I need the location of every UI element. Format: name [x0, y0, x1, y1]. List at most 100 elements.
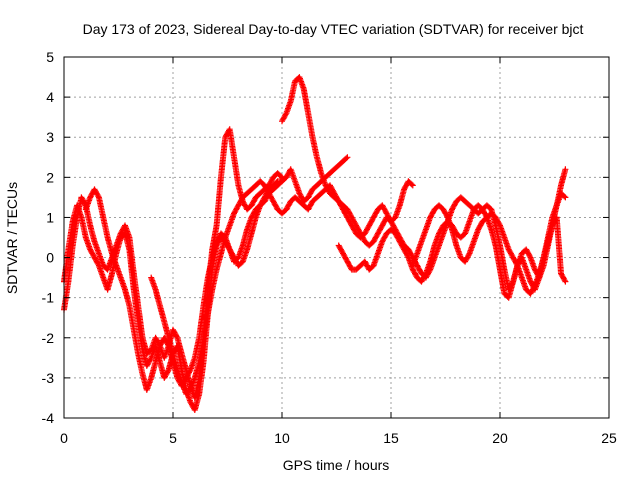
data-point-marker — [126, 234, 137, 275]
data-point-marker — [392, 230, 402, 244]
data-point-marker — [348, 214, 359, 228]
data-point-marker — [405, 246, 416, 260]
data-point-marker — [309, 195, 319, 205]
data-point-marker — [313, 154, 324, 175]
data-point-marker — [139, 334, 150, 356]
x-tick-label: 20 — [492, 430, 508, 446]
data-point-marker — [457, 194, 467, 204]
data-point-marker — [296, 198, 306, 208]
data-point-marker — [492, 214, 503, 228]
ticks-layer: 0 5 10 15 20 25 -4 -3 -2 -1 0 1 2 3 4 5 — [42, 49, 617, 446]
data-point-marker — [383, 214, 393, 224]
data-point-marker — [327, 182, 337, 195]
data-point-marker — [396, 187, 407, 209]
data-point-marker — [231, 203, 241, 217]
data-point-marker — [191, 376, 202, 401]
data-point-marker — [527, 284, 538, 297]
data-point-marker — [335, 242, 346, 256]
x-tick-label: 0 — [60, 430, 68, 446]
data-point-marker — [353, 222, 363, 236]
data-point-marker — [248, 207, 259, 221]
data-point-marker — [191, 360, 202, 381]
data-point-marker — [244, 203, 254, 213]
data-point-marker — [370, 207, 381, 221]
data-point-marker — [279, 111, 289, 125]
x-tick-label: 15 — [383, 430, 399, 446]
data-point-marker — [318, 187, 328, 197]
y-tick-label: 5 — [46, 49, 54, 65]
data-point-marker — [270, 179, 280, 189]
data-point-marker — [449, 226, 459, 248]
data-point-marker — [344, 214, 354, 228]
data-point-marker — [257, 199, 267, 209]
data-point-marker — [327, 190, 337, 200]
data-point-marker — [130, 286, 141, 324]
data-point-marker — [274, 170, 284, 180]
data-point-marker — [265, 190, 276, 204]
data-point-marker — [536, 256, 547, 277]
data-point-marker — [331, 163, 341, 173]
data-point-marker — [161, 318, 172, 340]
data-point-marker — [340, 155, 350, 165]
data-point-marker — [379, 231, 389, 245]
data-point-marker — [257, 178, 267, 188]
data-point-marker — [488, 210, 498, 220]
data-point-marker — [196, 360, 207, 397]
data-point-marker — [436, 223, 446, 237]
y-tick-label: 1 — [46, 209, 54, 225]
data-point-marker — [248, 215, 259, 237]
data-point-marker — [135, 350, 146, 376]
data-point-marker — [170, 326, 180, 340]
data-point-marker — [370, 231, 381, 245]
data-point-marker — [174, 334, 185, 356]
data-point-marker — [475, 202, 485, 212]
data-point-marker — [283, 199, 293, 213]
data-point-marker — [344, 206, 354, 220]
data-point-marker — [209, 240, 220, 261]
data-point-marker — [305, 187, 315, 201]
data-point-marker — [344, 258, 354, 272]
y-tick-label: -1 — [42, 290, 55, 306]
data-point-marker — [518, 254, 529, 272]
data-point-marker — [200, 276, 211, 309]
y-tick-label: -2 — [42, 330, 55, 346]
data-layer — [61, 74, 569, 413]
data-point-marker — [135, 302, 146, 340]
data-point-marker — [457, 231, 467, 241]
data-point-marker — [69, 216, 80, 249]
data-point-marker — [361, 223, 372, 237]
data-point-marker — [218, 236, 228, 257]
data-point-marker — [366, 263, 376, 273]
data-point-marker — [483, 202, 494, 212]
data-point-marker — [143, 347, 154, 357]
data-point-marker — [309, 183, 319, 193]
data-point-marker — [104, 234, 115, 256]
data-point-marker — [462, 251, 472, 265]
data-point-marker — [558, 167, 568, 189]
data-point-marker — [335, 159, 345, 169]
data-point-marker — [213, 175, 224, 229]
y-tick-label: 3 — [46, 129, 54, 145]
data-point-marker — [488, 226, 499, 248]
grid-layer — [64, 57, 609, 418]
data-point-marker — [235, 259, 245, 269]
data-point-marker — [344, 154, 351, 161]
data-point-marker — [265, 175, 276, 189]
series-track-7 — [409, 202, 569, 297]
data-point-marker — [218, 135, 229, 181]
data-point-marker — [409, 182, 416, 189]
data-point-marker — [479, 215, 489, 225]
data-point-marker — [279, 175, 289, 185]
data-point-marker — [178, 350, 189, 372]
data-point-marker — [558, 190, 568, 200]
chart-title: Day 173 of 2023, Sidereal Day-to-day VTE… — [83, 21, 584, 37]
data-point-marker — [209, 268, 220, 293]
data-point-marker — [78, 194, 89, 208]
x-tick-label: 10 — [274, 430, 290, 446]
data-point-marker — [231, 154, 242, 187]
series-track-3 — [82, 154, 351, 393]
data-point-marker — [357, 230, 368, 244]
data-point-marker — [401, 246, 411, 260]
x-tick-label: 25 — [601, 430, 617, 446]
data-point-marker — [287, 79, 298, 105]
